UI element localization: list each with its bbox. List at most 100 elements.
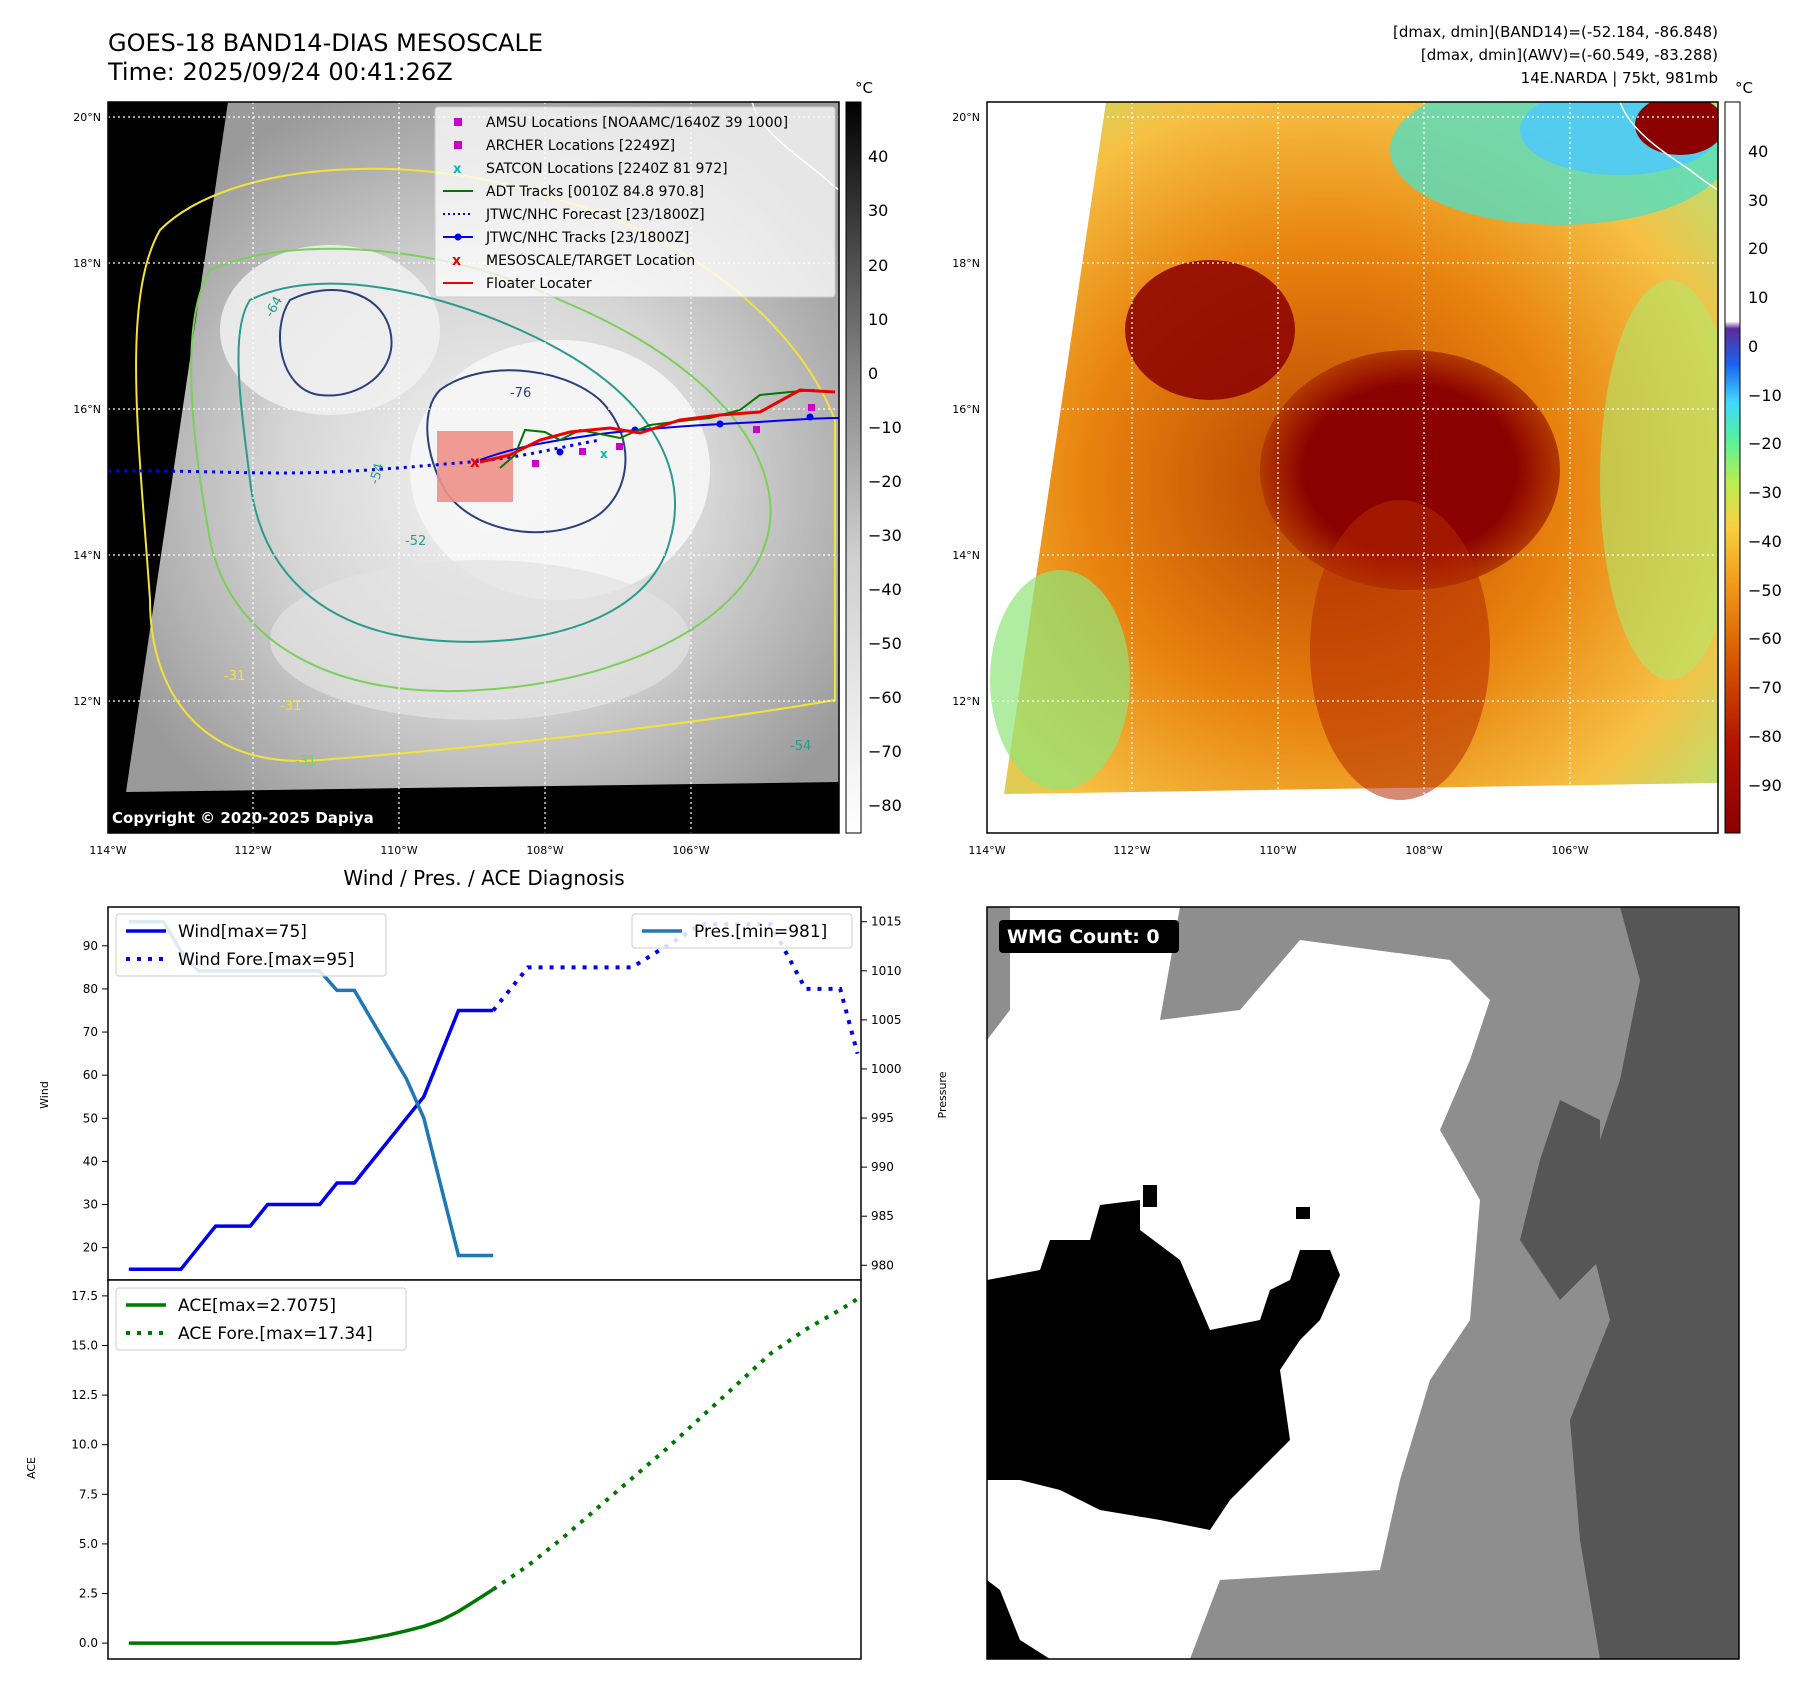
pressure-legend-box [631,913,853,949]
ace-legend-label: ACE[max=2.7075] [178,1296,336,1316]
ace-tick-label: 5.0 [79,1537,98,1551]
lat-label: 12°N [73,695,101,708]
lat-label: 18°N [952,257,980,270]
pressure-tick-label: 1000 [871,1062,902,1076]
ace-chart: 0.0 2.5 5.0 7.5 10.0 12.5 15.0 17.5 ACE ACE[max… [25,1279,862,1660]
lon-label: 108°W [526,844,563,857]
ir-lon-labels: 114°W 112°W 110°W 108°W 106°W [89,844,709,857]
legend-label-amsu: AMSU Locations [NOAAMC/1640Z 39 1000] [486,115,788,131]
colorbar-awv-tick: −40 [1748,532,1782,551]
awv-coastline [1619,102,1718,191]
ace-tick-label: 12.5 [71,1388,98,1402]
colorbar-awv-tick: 10 [1748,288,1768,307]
contour-label: -54 [367,462,387,486]
colorbar-gray-tick: −10 [868,418,902,437]
colorbar-gray-tick: −70 [868,742,902,761]
wind-legend-box [115,913,387,977]
lat-label: 20°N [952,111,980,124]
lat-label: 12°N [952,695,980,708]
ace-legend-box [115,1287,407,1351]
lat-label: 16°N [952,403,980,416]
jtwc-forecast-track [108,438,601,475]
ace-tick-label: 7.5 [79,1487,98,1501]
wmg-count-badge [999,920,1179,953]
contour-label: -52 [405,534,426,549]
awv-green-east [1600,280,1718,680]
pressure-axis-label: Pressure [936,1071,949,1118]
ir-cloud-mass-core [410,340,710,600]
copyright-notice: Copyright © 2020-2025 Dapiya [112,809,374,827]
map-legend: AMSU Locations [NOAAMC/1640Z 39 1000] AR… [434,106,836,298]
colorbar-awv-tick: 20 [1748,239,1768,258]
colorbar-awv-tick: 30 [1748,191,1768,210]
colorbar-awv-tick: −10 [1748,386,1782,405]
lon-label: 110°W [1259,844,1296,857]
lon-label: 106°W [672,844,709,857]
awv-dry-cell-northwest [1125,260,1295,400]
awv-dry-tail [1310,500,1490,800]
contour-label: -54 [790,739,811,754]
colorbar-gray-tick: 10 [868,310,888,329]
lat-label: 16°N [73,403,101,416]
wind-tick-label: 80 [83,982,98,996]
archer-location-marker [532,460,539,467]
lon-label: 110°W [380,844,417,857]
colorbar-gray-tick: 40 [868,147,888,166]
colorbar-awv-tick: −20 [1748,434,1782,453]
ace-tick-label: 17.5 [71,1289,98,1303]
lat-label: 14°N [73,549,101,562]
pressure-tick-label: 990 [871,1160,894,1174]
legend-label-adt: ADT Tracks [0010Z 84.8 970.8] [486,184,704,200]
wind-yaxis-ticks: 20 30 40 50 60 70 80 90 [83,939,108,1255]
wind-pressure-chart: 20 30 40 50 60 70 80 90 980 985 990 995 1000 1005 101… [38,906,949,1281]
ir-cloud-mass-south [270,560,690,720]
colorbar-gray-unit: °C [855,79,873,97]
colorbar-awv-tick: −30 [1748,483,1782,502]
stats-awv: [dmax, dmin](AWV)=(-60.549, -83.288) [1421,46,1718,64]
contour-navy-nw [279,289,393,397]
ace-axis-label: ACE [25,1457,38,1479]
colorbar-awv-tick: 40 [1748,142,1768,161]
figure-time: Time: 2025/09/24 00:41:26Z [107,58,453,86]
colorbar-awv-unit: °C [1735,79,1753,97]
figure-title: GOES-18 BAND14-DIAS MESOSCALE [108,29,543,57]
wind-forecast-legend-label: Wind Fore.[max=95] [178,950,354,970]
wind-legend-label: Wind[max=75] [178,922,307,942]
satcon-location-marker: x [600,447,608,461]
colorbar-awv-tick: −50 [1748,581,1782,600]
ace-forecast-legend-label: ACE Fore.[max=17.34] [178,1324,373,1344]
legend-label-archer: ARCHER Locations [2249Z] [486,138,675,154]
awv-map-panel: 20°N 18°N 16°N 14°N 12°N 114°W 112°W 110… [952,101,1719,857]
colorbar-gray-tick: 20 [868,256,888,275]
legend-marker-mesoscale: x [452,253,461,269]
colorbar-gray-scale [845,101,862,834]
wind-forecast-line [491,922,860,1055]
colorbar-gray-tick: −60 [868,688,902,707]
colorbar-gray-tick: 30 [868,201,888,220]
wind-tick-label: 70 [83,1025,98,1039]
amsu-location-marker [808,404,815,411]
colorbar-gray-tick: 0 [868,364,878,383]
awv-dry-core [1260,350,1560,590]
stats-band14: [dmax, dmin](BAND14)=(-52.184, -86.848) [1393,23,1718,41]
pressure-yaxis-ticks: 980 985 990 995 1000 1005 1010 1015 [861,915,902,1272]
wmg-panel: WMG Count: 0 [986,906,1740,1660]
floater-locater-line [479,388,836,464]
wmg-frame [986,906,1740,1660]
ir-cloud-mass-northwest [220,245,440,415]
legend-label-mesoscale: MESOSCALE/TARGET Location [486,253,695,269]
legend-marker-satcon: x [453,162,462,177]
awv-map-gridlines [987,102,1718,833]
awv-map-frame [986,101,1719,834]
colorbar-awv-tick: −90 [1748,776,1782,795]
lon-label: 106°W [1551,844,1588,857]
awv-green-west [990,570,1130,790]
ace-forecast-line [492,1297,859,1592]
mesoscale-target-marker: x [470,453,480,471]
colorbar-gray-tick: −30 [868,526,902,545]
wind-legend: Wind[max=75] Wind Fore.[max=95] [115,913,387,977]
contour-navy-ring [426,369,627,534]
wmg-black-region [987,1200,1340,1530]
contour-teal-ring [237,282,677,643]
